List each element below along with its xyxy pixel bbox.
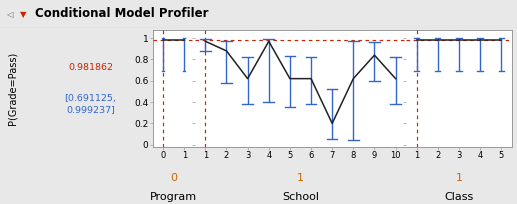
Text: 1: 1 — [297, 173, 304, 183]
Text: Class: Class — [445, 192, 474, 202]
Text: Program: Program — [150, 192, 197, 202]
Text: 0.981862: 0.981862 — [68, 63, 113, 72]
Text: School: School — [282, 192, 319, 202]
Text: ▼: ▼ — [20, 10, 26, 19]
Text: ◁: ◁ — [6, 10, 13, 19]
Text: P(Grade=Pass): P(Grade=Pass) — [8, 52, 18, 125]
Text: [0.691125,
0.999237]: [0.691125, 0.999237] — [65, 94, 116, 115]
Text: Conditional Model Profiler: Conditional Model Profiler — [35, 7, 209, 20]
Text: 0: 0 — [170, 173, 177, 183]
Text: 1: 1 — [455, 173, 463, 183]
